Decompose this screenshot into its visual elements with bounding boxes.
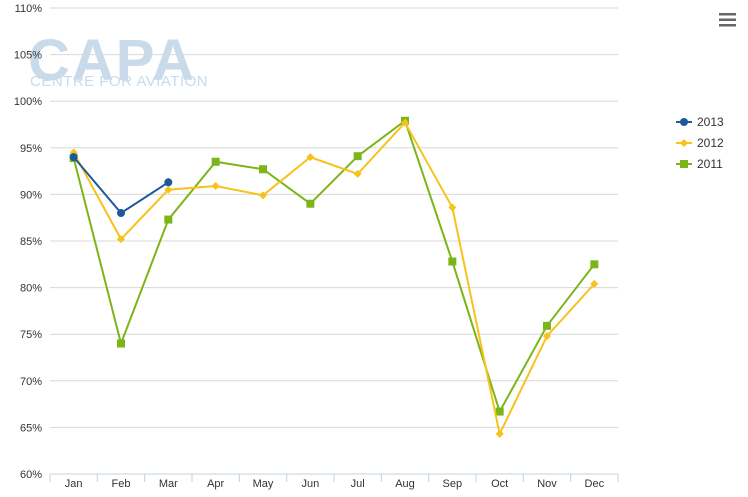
- data-point-2012[interactable]: [543, 332, 551, 341]
- data-point-2011[interactable]: [164, 215, 173, 224]
- legend-item-2012[interactable]: 2012: [676, 136, 724, 150]
- hamburger-menu-icon[interactable]: [716, 10, 738, 30]
- data-point-2011[interactable]: [543, 321, 551, 330]
- x-tick-label: Feb: [112, 478, 131, 490]
- capa-watermark: CAPA CENTRE FOR AVIATION: [28, 28, 208, 93]
- legend-item-2013[interactable]: 2013: [676, 115, 724, 129]
- y-tick-label: 75%: [20, 329, 42, 341]
- data-point-2013[interactable]: [69, 153, 78, 162]
- watermark-subtitle: CENTRE FOR AVIATION: [30, 73, 208, 90]
- data-point-2012[interactable]: [117, 235, 125, 244]
- series-2012: [69, 118, 599, 438]
- y-tick-label: 100%: [14, 96, 42, 108]
- x-tick-label: May: [253, 478, 274, 490]
- data-point-2012[interactable]: [590, 279, 599, 288]
- legend-label: 2011: [697, 157, 723, 171]
- gridlines: [50, 7, 618, 475]
- y-tick-label: 85%: [20, 236, 42, 248]
- y-tick-label: 65%: [20, 422, 42, 434]
- series-line-2011: [72, 119, 596, 413]
- data-point-2012[interactable]: [448, 203, 457, 212]
- data-point-2012[interactable]: [495, 429, 504, 438]
- x-tick-label: Dec: [585, 478, 605, 490]
- data-point-2012[interactable]: [353, 169, 362, 178]
- data-point-2012[interactable]: [306, 153, 315, 162]
- legend-item-2011[interactable]: 2011: [676, 157, 723, 171]
- data-point-2012[interactable]: [259, 191, 267, 200]
- data-point-2012[interactable]: [401, 118, 409, 127]
- legend-label: 2012: [697, 136, 724, 150]
- y-tick-label: 105%: [14, 50, 42, 62]
- series-2013: [69, 153, 173, 218]
- y-axis-ticks: 60% 65% 70% 75% 80% 85% 90% 95% 100% 105% 110%: [14, 3, 42, 481]
- x-tick-label: Jul: [351, 478, 365, 490]
- series-line-2012: [72, 121, 596, 435]
- y-tick-label: 95%: [20, 143, 42, 155]
- data-point-2012[interactable]: [164, 185, 173, 194]
- x-tick-label: Mar: [159, 478, 178, 490]
- data-point-2011[interactable]: [259, 165, 267, 174]
- series-2011: [69, 116, 599, 416]
- x-tick-label: Oct: [491, 478, 508, 490]
- data-point-2011[interactable]: [495, 407, 504, 416]
- data-point-2011[interactable]: [448, 257, 457, 266]
- x-tick-label: Sep: [443, 478, 463, 490]
- y-tick-label: 60%: [20, 469, 42, 481]
- data-point-2013[interactable]: [117, 209, 125, 218]
- watermark-title: CAPA: [28, 28, 196, 93]
- x-tick-label: Apr: [207, 478, 224, 490]
- y-tick-label: 70%: [20, 376, 42, 388]
- y-tick-label: 90%: [20, 189, 42, 201]
- x-tick-label: Jun: [301, 478, 319, 490]
- x-tick-label: Nov: [537, 478, 557, 490]
- data-point-2011[interactable]: [211, 157, 220, 166]
- legend-marker[interactable]: [680, 160, 688, 168]
- data-point-2011[interactable]: [306, 199, 315, 208]
- data-point-2011[interactable]: [590, 260, 599, 269]
- data-point-2013[interactable]: [164, 178, 173, 187]
- y-tick-label: 80%: [20, 283, 42, 295]
- y-tick-label: 110%: [15, 3, 43, 15]
- legend-marker[interactable]: [680, 118, 688, 126]
- x-tick-label: Aug: [395, 478, 415, 490]
- x-axis: Jan Feb Mar Apr May Jun Jul Aug Sep Oct Nov Dec: [49, 473, 619, 490]
- data-point-2011[interactable]: [353, 152, 362, 161]
- series-layer: [69, 116, 599, 438]
- legend-label: 2013: [697, 115, 724, 129]
- data-point-2012[interactable]: [211, 182, 220, 191]
- legend-marker[interactable]: [680, 139, 688, 147]
- legend: 2013 2012 2011: [676, 115, 724, 171]
- data-point-2011[interactable]: [117, 339, 125, 348]
- x-tick-label: Jan: [65, 478, 83, 490]
